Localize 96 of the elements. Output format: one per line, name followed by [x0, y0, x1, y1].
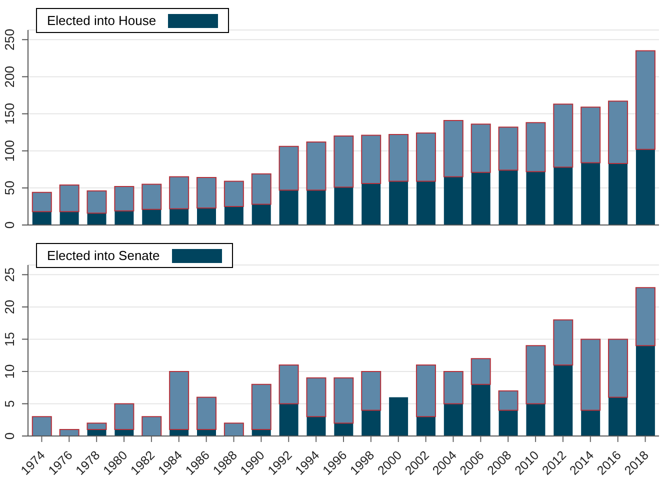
- bar: [86, 422, 107, 430]
- bar: [608, 100, 628, 164]
- bar: [32, 212, 52, 225]
- bar: [443, 120, 464, 178]
- bar: [224, 180, 244, 207]
- bar: [498, 410, 518, 436]
- bar: [608, 397, 628, 436]
- bar: [470, 358, 491, 385]
- bar: [526, 345, 546, 404]
- bar: [306, 190, 326, 225]
- bar: [169, 370, 190, 430]
- y-tick-label: 25: [2, 267, 17, 282]
- bar: [470, 124, 491, 173]
- y-tick-label: 100: [2, 140, 17, 162]
- bar: [554, 167, 573, 225]
- bar: [498, 126, 518, 171]
- bar: [334, 187, 354, 225]
- bar: [361, 134, 382, 184]
- y-tick-label: 5: [2, 400, 17, 408]
- bar: [526, 122, 546, 172]
- legend-label: Elected into Senate: [47, 248, 160, 263]
- bar: [388, 134, 409, 182]
- bar: [306, 141, 326, 191]
- bar: [59, 429, 80, 436]
- bar: [142, 184, 162, 210]
- bar: [251, 384, 272, 430]
- bar: [114, 403, 134, 430]
- bar: [142, 209, 162, 225]
- y-tick-label: 15: [2, 332, 17, 346]
- bar: [608, 163, 628, 225]
- y-tick-label: 150: [2, 102, 17, 125]
- y-tick-label: 20: [2, 300, 17, 314]
- bar: [443, 370, 464, 404]
- bar: [389, 397, 408, 436]
- bar: [416, 181, 436, 225]
- bar: [32, 416, 52, 436]
- y-tick-label: 50: [2, 180, 17, 196]
- bar: [251, 173, 272, 205]
- bar: [169, 176, 190, 210]
- bar: [498, 390, 518, 411]
- bar: [389, 181, 408, 225]
- y-tick-label: 200: [2, 66, 17, 88]
- bar: [362, 183, 381, 225]
- bar: [114, 210, 134, 225]
- bar: [306, 377, 326, 418]
- bar: [32, 192, 52, 212]
- bar: [553, 319, 574, 366]
- bar: [114, 186, 134, 212]
- bar: [636, 149, 655, 225]
- bar: [554, 365, 573, 436]
- legend-label: Elected into House: [47, 13, 156, 28]
- bar: [553, 104, 574, 168]
- bar: [608, 338, 628, 398]
- bar: [252, 204, 271, 225]
- bar: [361, 370, 382, 411]
- bar: [444, 404, 463, 436]
- bar: [334, 377, 354, 424]
- bar: [526, 172, 546, 225]
- bar: [170, 208, 189, 225]
- bar: [279, 190, 298, 225]
- bar: [581, 162, 600, 225]
- bar: [197, 208, 216, 225]
- bar: [60, 212, 79, 225]
- bar: [471, 172, 490, 225]
- bar: [362, 410, 381, 436]
- bar: [59, 184, 80, 212]
- y-tick-label: 10: [2, 364, 17, 379]
- bar: [196, 177, 216, 208]
- bar: [279, 404, 298, 436]
- bar: [635, 287, 656, 346]
- bar: [306, 416, 326, 436]
- bar: [142, 416, 162, 436]
- y-tick-label: 0: [2, 432, 17, 440]
- y-tick-label: 250: [2, 28, 17, 50]
- bar: [334, 423, 354, 436]
- bar: [196, 396, 216, 430]
- bar: [471, 384, 490, 436]
- bar: [278, 146, 299, 191]
- bar: [498, 170, 518, 225]
- bar: [416, 132, 436, 182]
- bar: [86, 190, 107, 214]
- bar: [87, 213, 106, 225]
- bar: [278, 364, 299, 404]
- bar: [580, 106, 601, 164]
- bar: [636, 346, 655, 436]
- bar: [580, 338, 601, 411]
- bar: [581, 410, 600, 436]
- bar: [444, 176, 463, 225]
- bar: [416, 364, 436, 418]
- bar: [224, 422, 244, 436]
- bar: [334, 136, 354, 188]
- bar: [526, 404, 546, 436]
- y-tick-label: 0: [2, 221, 17, 229]
- bar: [416, 416, 436, 436]
- bar: [635, 50, 656, 150]
- bar: [224, 206, 244, 225]
